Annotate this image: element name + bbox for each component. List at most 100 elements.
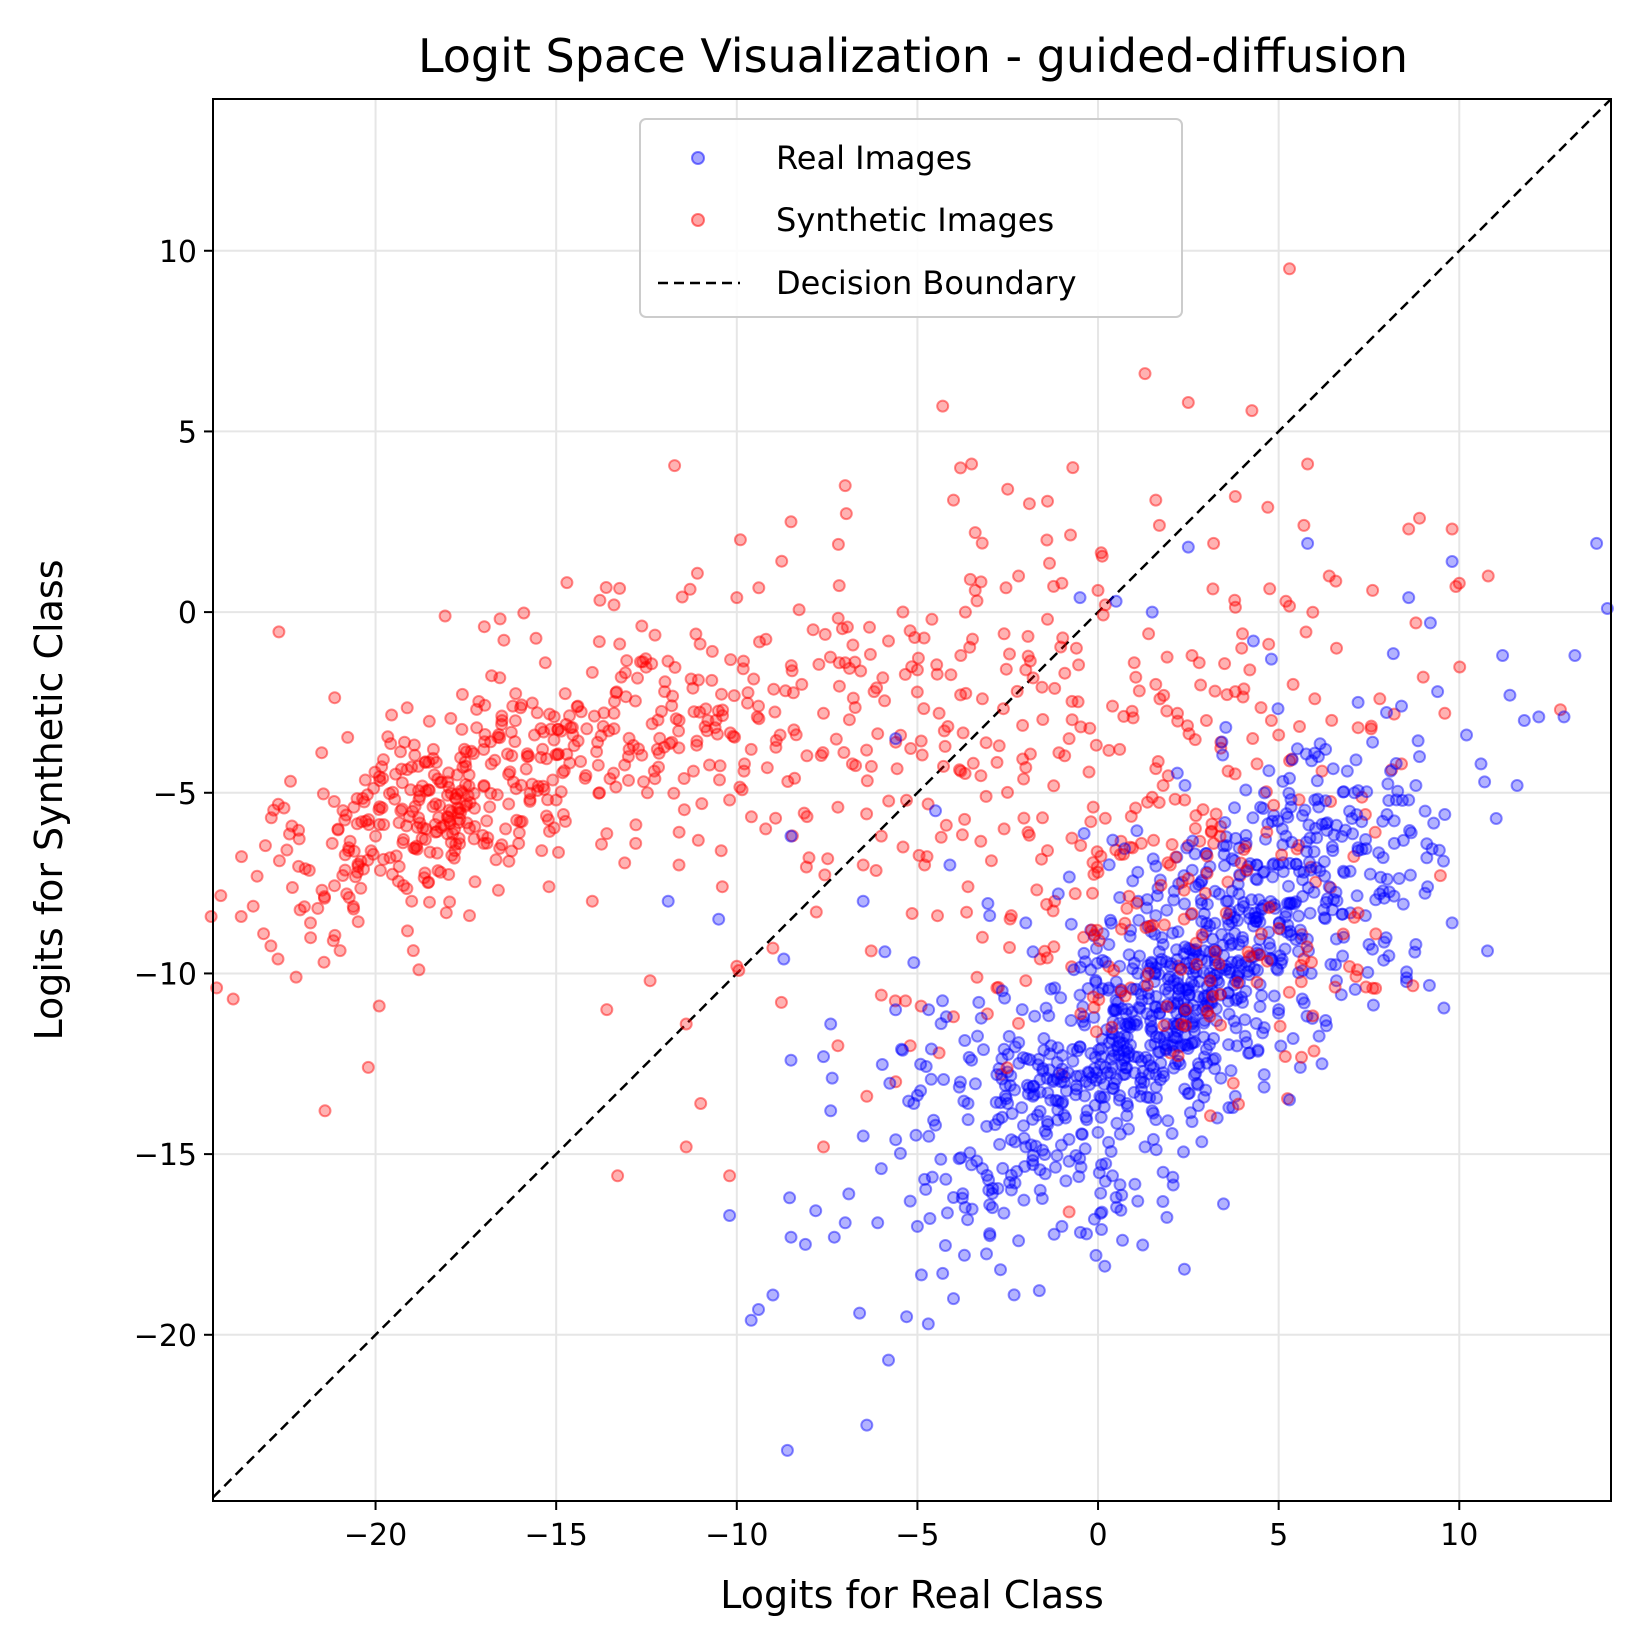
real-image-point (1145, 1020, 1159, 1034)
synthetic-image-point (449, 837, 463, 851)
x-tick-label: 5 (1269, 1518, 1288, 1553)
synthetic-image-point (408, 841, 422, 855)
real-image-point (971, 1029, 984, 1043)
real-image-point (1144, 1014, 1158, 1028)
synthetic-image-point (304, 916, 317, 930)
synthetic-image-point (871, 727, 885, 741)
real-image-point (1302, 944, 1315, 958)
synthetic-image-point (1358, 808, 1372, 821)
real-image-point (980, 1247, 993, 1261)
synthetic-image-point (564, 721, 578, 735)
synthetic-image-point (1156, 779, 1170, 792)
real-image-point (1112, 1048, 1126, 1062)
synthetic-image-point (953, 763, 966, 777)
synthetic-image-point (552, 845, 565, 859)
real-image-point (1218, 859, 1231, 873)
real-image-point (1271, 814, 1285, 828)
real-image-point (1437, 854, 1450, 868)
real-image-point (1172, 989, 1185, 1003)
synthetic-image-point (362, 813, 376, 827)
real-image-point (1144, 1022, 1158, 1036)
synthetic-image-point (1200, 849, 1214, 863)
real-image-point (1098, 955, 1112, 969)
synthetic-image-point (408, 800, 422, 813)
real-image-point (1106, 833, 1120, 847)
real-image-point (1088, 1050, 1102, 1064)
real-image-point (1363, 867, 1377, 881)
real-image-point (1206, 1053, 1220, 1067)
real-image-point (1359, 833, 1373, 846)
synthetic-image-point (536, 779, 550, 793)
synthetic-image-point (406, 944, 420, 958)
real-image-point (1076, 1015, 1090, 1028)
real-image-point (1221, 894, 1235, 908)
real-image-point (1257, 1021, 1271, 1035)
real-image-point (1351, 784, 1365, 798)
real-image-point (1359, 842, 1373, 856)
real-image-point (1050, 1072, 1064, 1086)
real-image-point (1343, 864, 1357, 878)
synthetic-image-point (816, 746, 830, 760)
real-image-point (1192, 949, 1206, 963)
real-image-point (824, 1017, 838, 1031)
synthetic-image-point (954, 764, 968, 778)
real-image-point (1308, 793, 1322, 807)
synthetic-image-point (1113, 848, 1127, 861)
real-image-point (1003, 1079, 1017, 1092)
synthetic-image-point (1416, 670, 1430, 684)
real-image-point (1286, 1032, 1300, 1045)
synthetic-image-point (914, 734, 928, 748)
real-image-point (1199, 847, 1213, 861)
real-image-point (921, 1317, 935, 1331)
real-image-point (1248, 906, 1262, 920)
synthetic-image-point (483, 800, 497, 814)
synthetic-image-point (1023, 654, 1037, 668)
synthetic-image-point (590, 745, 604, 759)
synthetic-image-point (652, 746, 666, 760)
synthetic-image-point (517, 606, 531, 620)
real-image-point (1256, 1026, 1270, 1040)
synthetic-image-point (1094, 849, 1108, 863)
real-image-point (1271, 963, 1285, 977)
synthetic-image-point (1058, 749, 1072, 763)
synthetic-image-point (592, 786, 606, 800)
synthetic-image-point (618, 758, 632, 772)
real-image-point (1243, 857, 1257, 871)
real-image-point (1208, 953, 1222, 967)
real-image-point (988, 1118, 1002, 1132)
real-image-point (1019, 916, 1033, 930)
synthetic-image-point (910, 685, 924, 699)
real-image-point (1189, 1003, 1203, 1017)
real-image-point (1313, 737, 1327, 751)
synthetic-image-point (481, 831, 495, 845)
real-image-point (1257, 865, 1271, 879)
real-image-point (1205, 988, 1219, 1002)
synthetic-image-point (404, 783, 418, 797)
real-image-point (1137, 979, 1151, 993)
synthetic-image-point (413, 816, 427, 830)
real-image-point (1253, 915, 1267, 929)
synthetic-image-point (1003, 941, 1016, 954)
real-image-point (1166, 1178, 1180, 1192)
synthetic-image-point (444, 711, 458, 725)
synthetic-image-point (661, 654, 675, 668)
synthetic-image-point (1204, 825, 1218, 839)
synthetic-image-point (809, 905, 823, 919)
real-image-point (1210, 1111, 1224, 1125)
real-image-point (1084, 923, 1098, 937)
real-image-point (1197, 907, 1211, 921)
real-image-point (1124, 923, 1138, 937)
real-image-point (924, 1042, 938, 1056)
real-image-point (956, 1187, 970, 1201)
synthetic-image-point (317, 890, 331, 904)
real-image-point (1122, 1016, 1136, 1030)
synthetic-image-point (1208, 684, 1222, 698)
real-image-point (1283, 771, 1296, 785)
synthetic-image-point (653, 731, 667, 745)
real-image-point (1245, 950, 1259, 964)
real-image-point (1153, 1007, 1167, 1021)
real-image-point (853, 1306, 867, 1320)
real-image-point (1226, 1101, 1240, 1115)
real-image-point (1118, 1029, 1131, 1043)
synthetic-image-point (900, 793, 913, 807)
